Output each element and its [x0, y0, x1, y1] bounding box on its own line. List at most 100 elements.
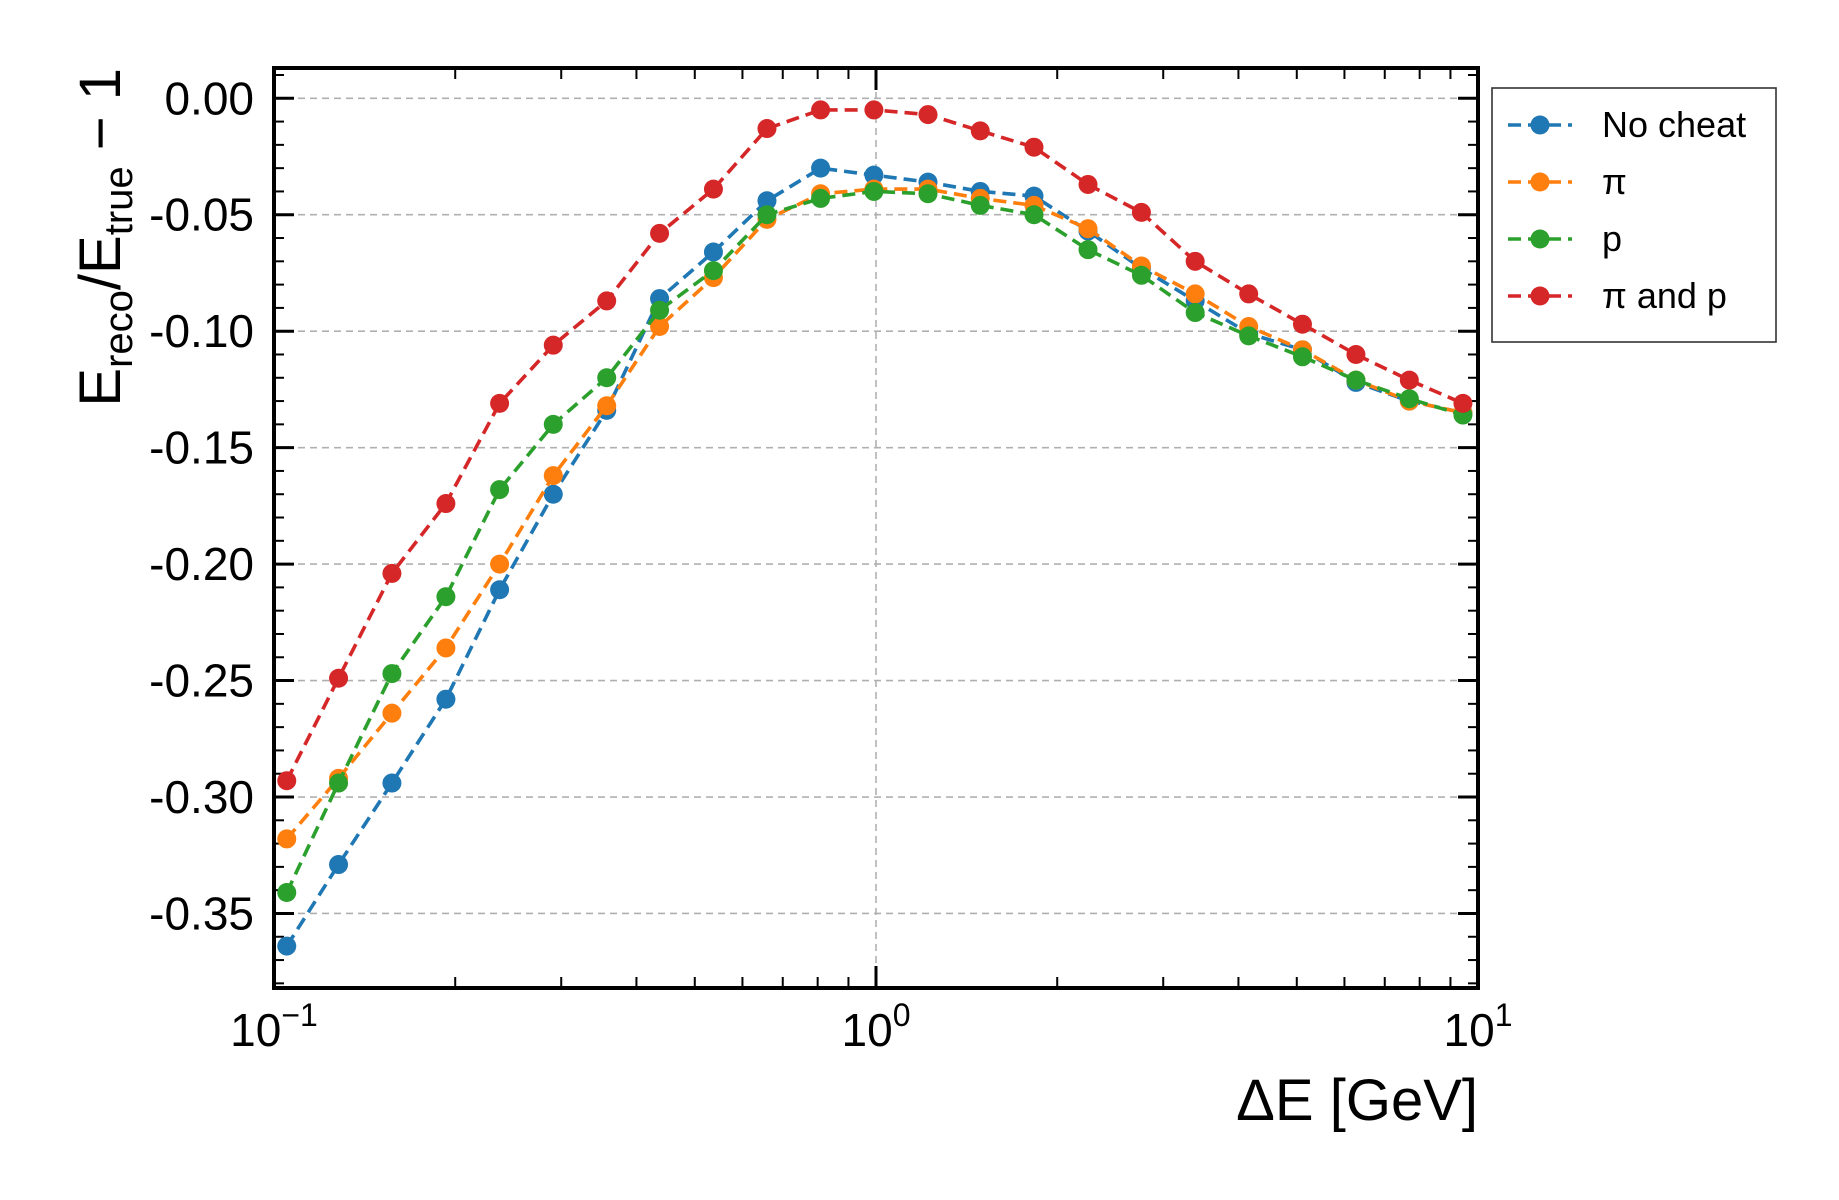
- data-point: [650, 300, 670, 320]
- data-point: [329, 855, 349, 875]
- data-point: [597, 368, 617, 388]
- series-line: [285, 189, 1464, 894]
- data-point: [277, 829, 297, 849]
- legend-swatch-marker: [1530, 172, 1550, 192]
- data-point: [490, 480, 510, 500]
- data-point: [1078, 240, 1098, 260]
- data-point: [650, 317, 670, 337]
- y-tick-labels: 0.00 -0.05 -0.10 -0.15 -0.20 -0.25 -0.30 -0.35: [149, 72, 254, 939]
- data-point: [382, 703, 402, 723]
- series-π: [277, 179, 1473, 849]
- data-point: [1399, 370, 1419, 390]
- legend: No cheat πp π and p: [1491, 87, 1777, 343]
- x-tick-label: 101: [1444, 997, 1513, 1056]
- grid-layer: [274, 68, 1478, 988]
- y-axis-title-sub-reco: reco: [97, 290, 141, 368]
- data-point: [757, 205, 777, 225]
- major-ticks: [272, 68, 1480, 988]
- x-axis-title: ΔE [GeV]: [1236, 1068, 1478, 1133]
- data-point: [1185, 284, 1205, 304]
- data-point: [436, 494, 456, 514]
- data-point: [277, 771, 297, 791]
- data-point: [1131, 265, 1151, 285]
- y-tick-label: -0.25: [149, 655, 254, 707]
- data-point: [277, 883, 297, 903]
- data-point: [1185, 251, 1205, 271]
- data-point: [1239, 284, 1259, 304]
- data-point: [436, 587, 456, 607]
- data-point: [490, 554, 510, 574]
- data-point: [1024, 205, 1044, 225]
- legend-label: π and p: [1602, 275, 1727, 316]
- data-point: [811, 100, 831, 120]
- legend-label: p: [1602, 218, 1622, 259]
- y-tick-label: -0.30: [149, 771, 254, 823]
- data-point: [597, 396, 617, 416]
- y-tick-label: -0.05: [149, 189, 254, 241]
- y-axis-title-separator: /E: [68, 235, 133, 290]
- data-point: [811, 188, 831, 208]
- data-point: [864, 165, 884, 185]
- data-point: [650, 223, 670, 243]
- legend-item: p: [1508, 218, 1622, 259]
- series-π-and-p: [277, 100, 1473, 791]
- series-p: [277, 181, 1473, 903]
- data-point: [970, 195, 990, 215]
- y-axis-title-tail: − 1: [68, 68, 133, 166]
- series-No-cheat: [277, 158, 1473, 956]
- data-point: [1346, 344, 1366, 364]
- series-line: [285, 166, 1464, 948]
- series-line: [285, 187, 1464, 841]
- data-point: [329, 668, 349, 688]
- data-point: [382, 773, 402, 793]
- legend-items: No cheat πp π and p: [1508, 104, 1746, 316]
- x-tick-label: 10−1: [230, 997, 318, 1056]
- data-point: [382, 563, 402, 583]
- data-point: [757, 191, 777, 211]
- data-point: [1024, 137, 1044, 157]
- data-point: [864, 100, 884, 120]
- legend-swatch-marker: [1530, 229, 1550, 249]
- y-tick-label: -0.35: [149, 887, 254, 939]
- data-point: [543, 414, 563, 434]
- legend-swatch-marker: [1530, 115, 1550, 135]
- data-point: [1078, 219, 1098, 239]
- data-point: [970, 121, 990, 141]
- y-axis-title-main: E: [68, 368, 133, 407]
- x-tick-label: 100: [842, 997, 911, 1056]
- data-point: [436, 638, 456, 658]
- data-point: [918, 105, 938, 125]
- data-point: [918, 184, 938, 204]
- data-point: [1292, 314, 1312, 334]
- legend-item: π: [1508, 161, 1627, 202]
- x-tick-labels: 10−1 100 101: [230, 997, 1512, 1056]
- data-point: [543, 484, 563, 504]
- y-tick-label: -0.10: [149, 305, 254, 357]
- data-point: [757, 119, 777, 139]
- data-point: [1453, 393, 1473, 413]
- data-point: [329, 773, 349, 793]
- data-point: [1292, 347, 1312, 367]
- data-point: [1399, 389, 1419, 409]
- y-axis-title-sub-true: true: [97, 166, 141, 235]
- data-point: [1239, 326, 1259, 346]
- data-point: [277, 936, 297, 956]
- y-axis-title: Ereco/Etrue − 1: [68, 68, 141, 407]
- data-point: [1346, 370, 1366, 390]
- series-layer: [277, 100, 1473, 956]
- data-point: [1131, 202, 1151, 222]
- data-point: [703, 242, 723, 262]
- y-tick-label: -0.15: [149, 422, 254, 474]
- legend-swatch-marker: [1530, 286, 1550, 306]
- y-tick-label: -0.20: [149, 538, 254, 590]
- legend-item: π and p: [1508, 275, 1727, 316]
- data-point: [1078, 174, 1098, 194]
- data-point: [543, 466, 563, 486]
- data-point: [597, 291, 617, 311]
- data-point: [543, 335, 563, 355]
- data-point: [490, 393, 510, 413]
- legend-item: No cheat: [1508, 104, 1746, 145]
- data-point: [490, 580, 510, 600]
- data-point: [436, 689, 456, 709]
